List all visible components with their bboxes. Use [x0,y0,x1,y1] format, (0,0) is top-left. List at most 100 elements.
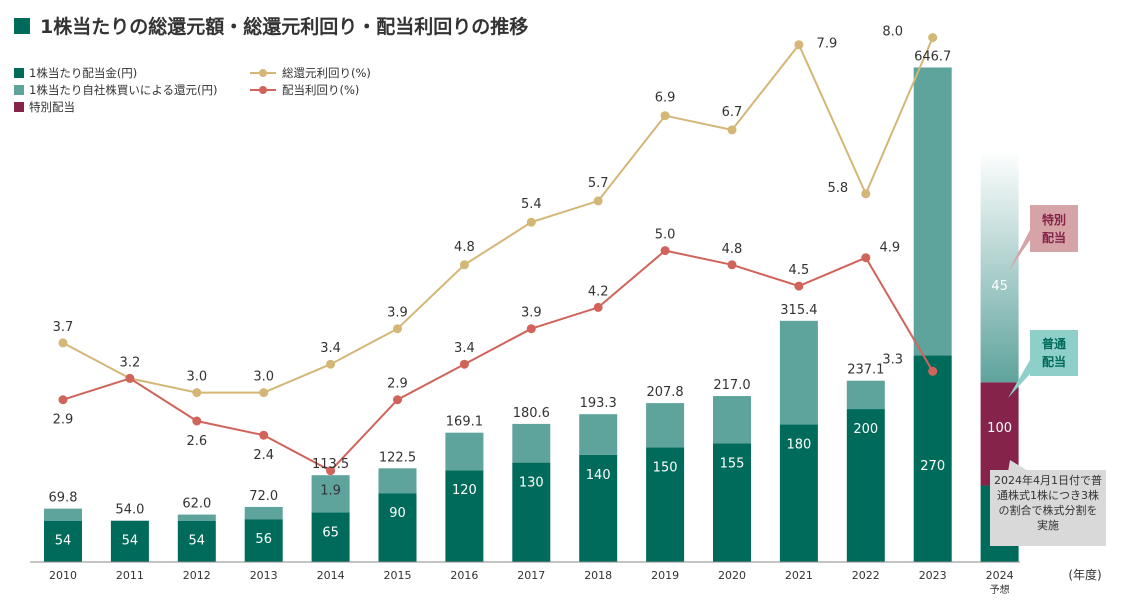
x-tick-forecast: 予想 [990,583,1010,596]
x-tick-2018: 2018 [584,569,612,582]
bar-dividend-2021 [779,424,818,562]
legend-swatch-buyback [14,84,24,95]
label-total-yield-2014: 3.4 [320,341,341,356]
stock-split-note: 2024年4月1日付で普通株式1株につき3株の割合で株式分割を実施 [990,470,1106,546]
label-div-yield-2015: 2.9 [387,377,408,392]
point-div-yield-2010 [58,395,68,405]
bar-buyback-2014 [311,475,350,513]
x-tick-2024: 2024 [986,569,1014,582]
x-tick-2021: 2021 [785,569,813,582]
bar-dividend-2023 [913,355,952,562]
label-total-yield-2013: 3.0 [253,370,274,385]
point-div-yield-2015 [393,395,402,405]
dividend-label-2011: 54 [122,534,139,549]
point-total-yield-2010 [58,338,68,348]
label-total-yield-2018: 5.7 [588,176,609,191]
total-label-2021: 315.4 [780,303,817,318]
total-label-2023: 646.7 [914,49,951,64]
dividend-label-2010: 54 [55,534,72,549]
legend-swatch-dividend [14,67,24,78]
point-div-yield-2012 [192,416,202,426]
bar-buyback-2023 [913,67,952,356]
line-div-yield [62,249,934,472]
bar-dividend-2022 [846,409,885,562]
total-label-2013: 72.0 [249,489,278,504]
bar-buyback-2015 [378,468,417,494]
point-div-yield-2011 [125,373,135,383]
point-div-yield-2016 [459,359,469,369]
bar-buyback-2017 [512,423,551,463]
x-axis-unit: (年度) [1068,567,1101,582]
bar-dividend-2012 [177,520,216,562]
point-total-yield-2023 [928,33,938,43]
point-total-yield-2017 [526,217,536,227]
label-div-yield-2010: 2.9 [53,413,74,428]
dividend-label-2019: 150 [653,460,678,475]
point-total-yield-2020 [727,125,737,135]
legend-bars: 1株当たり配当金(円) 1株当たり自社株買いによる還元(円) 特別配当 [14,64,217,115]
point-total-yield-2014 [326,359,336,369]
callout-special-text-2: 配当 [1042,230,1066,245]
callout-special-text-1: 特別 [1042,212,1066,227]
point-div-yield-2014 [326,466,336,476]
bar-dividend-2019 [646,447,685,562]
bar-buyback-2022 [846,380,885,410]
total-label-2019: 207.8 [646,385,683,400]
point-total-yield-2013 [259,388,269,398]
x-tick-2016: 2016 [450,569,478,582]
label-div-yield-2013: 2.4 [253,448,274,463]
label-total-yield-2023: 8.0 [882,25,903,40]
point-total-yield-2012 [192,388,202,398]
bar-dividend-2020 [713,443,751,562]
legend-lines: 総還元利回り(%) 配当利回り(%) [250,64,371,98]
legend-label-special: 特別配当 [29,99,75,114]
label-div-yield-2017: 3.9 [521,306,542,321]
total-label-2017: 180.6 [513,406,550,421]
bar-buyback-2020 [713,396,751,444]
note-pointer [1008,460,1030,472]
bar-dividend-2010 [44,520,82,562]
dividend-label-2023: 270 [920,459,945,474]
legend-label-buyback: 1株当たり自社株買いによる還元(円) [29,82,218,97]
dividend-label-2016: 120 [452,483,477,498]
legend-label-dividend: 1株当たり配当金(円) [29,65,138,80]
dividend-label-2021: 180 [786,437,811,452]
label-div-yield-2016: 3.4 [454,341,475,356]
label-div-yield-2020: 4.8 [722,242,743,257]
point-total-yield-2021 [794,40,804,50]
point-total-yield-2019 [660,111,670,121]
x-tick-2010: 2010 [49,569,77,582]
total-label-2020: 217.0 [713,378,750,393]
total-label-2011: 54.0 [115,503,144,518]
bar-dividend-2018 [579,454,618,562]
label-div-yield-2018: 4.2 [588,284,609,299]
label-total-yield-2010: 3.7 [53,320,74,335]
total-label-2018: 193.3 [580,396,617,411]
bar-buyback-2013 [244,506,283,520]
point-div-yield-2020 [727,260,737,270]
label-total-yield-2012: 3.0 [186,370,207,385]
x-tick-2023: 2023 [919,569,947,582]
bar-buyback-2019 [646,403,685,448]
label-total-yield-2021: 7.9 [817,37,838,52]
dividend-label-2018: 140 [586,468,611,483]
dividend-label-2015: 90 [389,506,406,521]
label-total-yield-2017: 5.4 [521,197,542,212]
point-div-yield-2023 [928,366,938,376]
point-div-yield-2022 [861,253,871,263]
bar-dividend-2015 [378,493,417,562]
callout-special-bubble [1008,205,1078,272]
label-total-yield-2022: 5.8 [827,181,848,196]
dividend-label-2024: 100 [987,421,1012,436]
x-tick-2014: 2014 [317,569,345,582]
x-tick-2011: 2011 [116,569,144,582]
callout-regular-text-1: 普通 [1042,336,1066,351]
bar-buyback-2018 [579,414,618,455]
bar-dividend-2014 [311,512,350,562]
point-div-yield-2019 [660,246,670,256]
legend-label-div-yield: 配当利回り(%) [282,82,360,97]
dividend-label-2012: 54 [189,534,206,549]
dividend-label-2017: 130 [519,476,544,491]
label-total-yield-2020: 6.7 [722,105,743,120]
